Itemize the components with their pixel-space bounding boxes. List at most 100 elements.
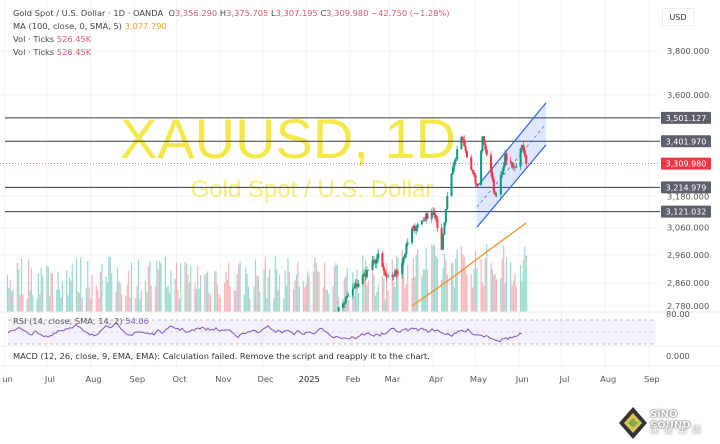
volume-bar: [47, 266, 49, 312]
low-label: L: [270, 8, 276, 18]
change-value: −42.750 (−1.28%): [371, 8, 450, 18]
candle-body: [442, 234, 445, 250]
volume-bar: [486, 244, 488, 312]
volume-bar: [233, 290, 235, 312]
volume-bar: [239, 260, 241, 312]
volume-bar: [9, 280, 11, 312]
time-axis-label: un: [2, 374, 13, 384]
volume-bar: [80, 257, 82, 312]
volume-bar: [81, 297, 83, 312]
rsi-legend[interactable]: RSI (14, close, SMA, 14, 2) 54.06: [13, 316, 149, 326]
candle-body: [473, 172, 476, 176]
vol-legend-2[interactable]: Vol · Ticks 526.45K: [13, 47, 91, 57]
volume-bar: [101, 263, 103, 312]
volume-bar: [154, 286, 157, 312]
volume-bar: [395, 255, 398, 312]
volume-bar: [525, 255, 527, 312]
time-axis[interactable]: un Jul Aug Sep Oct Nov Dec 2025 Feb Mar Apr May Jun J…: [0, 365, 720, 384]
volume-bar: [503, 245, 505, 312]
last-price-tag: [661, 157, 711, 170]
volume-bar: [318, 271, 320, 312]
horizontal-levels[interactable]: 3,501.127 3,401.970 3,214.979 3,121.032 3,30…: [0, 111, 711, 218]
volume-bar: [178, 298, 181, 312]
volume-bar: [188, 282, 190, 312]
candle-body: [353, 287, 356, 289]
volume-bar: [500, 278, 502, 312]
volume-bar: [426, 269, 429, 312]
price-axis-label: 2,780.000: [667, 301, 709, 311]
volume-bar: [386, 263, 388, 312]
time-axis-label: Mar: [385, 374, 401, 384]
volume-bar: [22, 294, 24, 312]
volume-bar: [393, 282, 395, 312]
candle-body: [521, 144, 523, 149]
volume-bar: [411, 278, 413, 312]
volume-bar: [49, 295, 51, 312]
level-price-tag: [661, 205, 711, 218]
volume-bar: [253, 286, 255, 312]
volume-bar: [367, 281, 369, 312]
macd-scale-label: 0.000: [666, 351, 690, 361]
volume-bar: [19, 294, 21, 312]
volume-bar: [18, 269, 20, 312]
volume-bar: [205, 272, 207, 312]
candle-body: [371, 260, 374, 270]
macd-legend[interactable]: MACD (12, 26, close, 9, EMA, EMA): Calcu…: [13, 351, 430, 361]
candle-body: [511, 162, 514, 168]
volume-bar: [355, 281, 357, 312]
vol-legend-1[interactable]: Vol · Ticks 526.45K: [13, 34, 91, 44]
volume-bar: [402, 257, 405, 312]
low-value: 3,307.195: [275, 8, 318, 18]
time-axis-label: Feb: [346, 374, 361, 384]
currency-button[interactable]: USD: [662, 8, 694, 26]
volume-bar: [371, 255, 374, 312]
volume-bar: [26, 299, 28, 312]
volume-bar: [496, 279, 498, 312]
candle-body: [444, 209, 447, 223]
volume-bar: [214, 271, 216, 312]
channel-lower-line: [476, 144, 547, 228]
candle-body: [405, 244, 408, 254]
volume-bar: [67, 295, 69, 312]
volume-bar: [229, 286, 231, 312]
volume-bar: [285, 286, 288, 312]
volume-bar: [129, 297, 131, 312]
volume-bar: [216, 284, 219, 312]
time-axis-label: Dec: [258, 374, 274, 384]
volume-bar: [435, 255, 437, 312]
volume-bar: [481, 282, 484, 312]
volume-bar: [377, 284, 379, 312]
volume-bar: [6, 274, 9, 312]
volume-bar: [209, 294, 212, 312]
volume-bar: [236, 273, 238, 312]
candle-body: [435, 214, 437, 219]
candle-body: [436, 218, 439, 229]
volume-bar: [276, 269, 278, 312]
candle-body: [525, 155, 528, 164]
volume-bar: [387, 290, 389, 312]
candle-body: [433, 211, 436, 215]
candle-body: [422, 219, 425, 221]
volume-bar: [445, 260, 447, 312]
ma-legend[interactable]: MA (100, close, 0, SMA, 5) 3,077.790: [13, 21, 167, 31]
price-axis-label: 3,180.000: [667, 191, 709, 201]
candle-body: [343, 303, 346, 305]
candle-body: [411, 228, 414, 243]
volume-bar: [510, 261, 512, 312]
volume-bar: [170, 270, 172, 312]
candle-body: [470, 157, 473, 170]
volume-bar: [283, 298, 285, 312]
vol-label: Vol · Ticks: [13, 47, 55, 57]
volume-bar: [263, 269, 265, 312]
volume-bar: [328, 293, 330, 312]
volume-bar: [87, 260, 89, 312]
candle-body: [394, 270, 397, 276]
volume-bar: [424, 269, 426, 312]
volume-bars: [6, 244, 527, 312]
volume-bar: [105, 277, 107, 312]
volume-bar: [150, 285, 152, 312]
volume-bar: [50, 272, 52, 312]
price-axis[interactable]: 3,800.000 3,600.000 3,180.000 3,060.000 2,96…: [667, 46, 709, 311]
volume-bar: [515, 286, 517, 312]
